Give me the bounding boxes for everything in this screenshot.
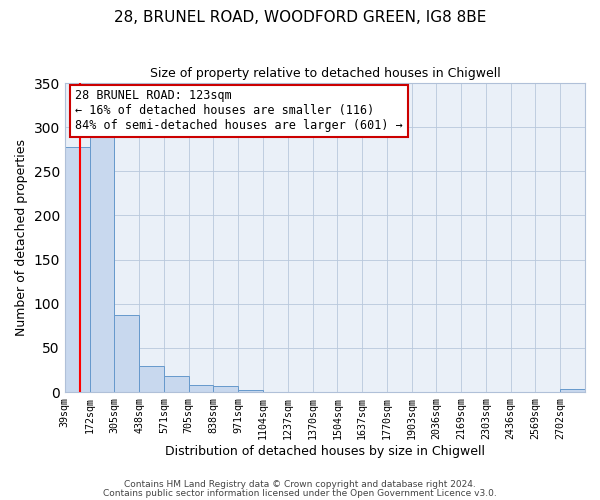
Bar bbox=[139, 366, 164, 392]
Bar bbox=[65, 146, 89, 392]
Text: Contains HM Land Registry data © Crown copyright and database right 2024.: Contains HM Land Registry data © Crown c… bbox=[124, 480, 476, 489]
Y-axis label: Number of detached properties: Number of detached properties bbox=[15, 139, 28, 336]
X-axis label: Distribution of detached houses by size in Chigwell: Distribution of detached houses by size … bbox=[165, 444, 485, 458]
Bar bbox=[188, 385, 214, 392]
Text: 28 BRUNEL ROAD: 123sqm
← 16% of detached houses are smaller (116)
84% of semi-de: 28 BRUNEL ROAD: 123sqm ← 16% of detached… bbox=[75, 89, 403, 132]
Bar bbox=[164, 376, 188, 392]
Bar bbox=[89, 136, 115, 392]
Title: Size of property relative to detached houses in Chigwell: Size of property relative to detached ho… bbox=[149, 68, 500, 80]
Text: Contains public sector information licensed under the Open Government Licence v3: Contains public sector information licen… bbox=[103, 488, 497, 498]
Bar bbox=[238, 390, 263, 392]
Text: 28, BRUNEL ROAD, WOODFORD GREEN, IG8 8BE: 28, BRUNEL ROAD, WOODFORD GREEN, IG8 8BE bbox=[114, 10, 486, 25]
Bar bbox=[214, 386, 238, 392]
Bar bbox=[560, 390, 585, 392]
Bar bbox=[115, 316, 139, 392]
